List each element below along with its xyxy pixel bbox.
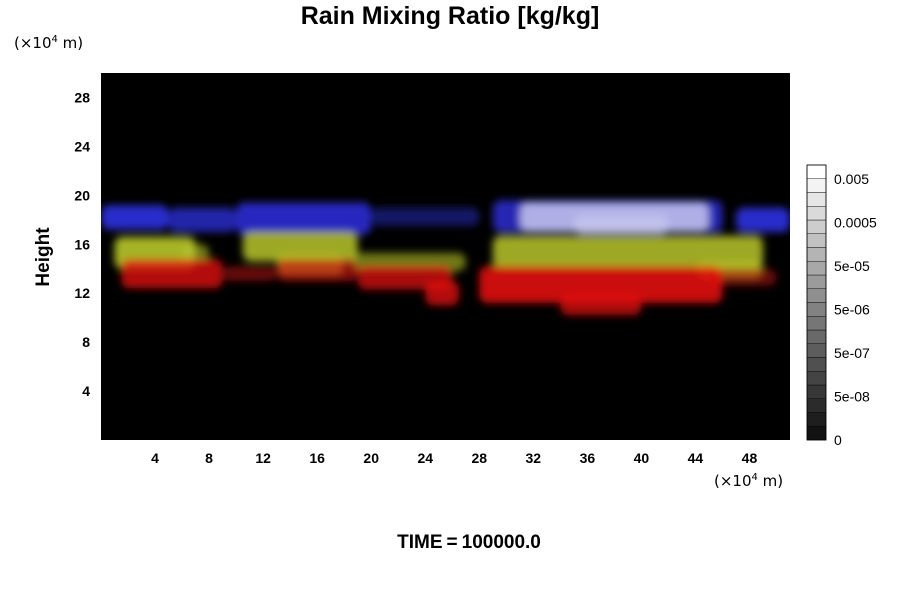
- red-cell: [425, 280, 460, 306]
- colorbar-segment: [806, 233, 827, 248]
- colorbar-segment: [806, 398, 827, 413]
- y-tick-label: 16: [74, 236, 90, 252]
- colorbar-segment: [806, 343, 827, 358]
- y-axis: 4 8 12 16 20 24 28: [74, 89, 90, 399]
- x-tick-label: 4: [151, 450, 159, 466]
- yellow-cell: [182, 244, 210, 263]
- colorbar-segment: [806, 412, 827, 427]
- red-cell: [222, 266, 277, 281]
- yellow-cell: [492, 235, 763, 269]
- colorbar-segment: [806, 261, 827, 276]
- x-tick-label: 36: [580, 450, 596, 466]
- colorbar-segment: [806, 206, 827, 221]
- colorbar-segment: [806, 164, 827, 179]
- colorbar-segment: [806, 357, 827, 372]
- x-tick-label: 16: [309, 450, 325, 466]
- red-cell: [121, 258, 223, 289]
- x-axis: 4 8 12 16 20 24 28 32 36 40 44 48: [151, 450, 757, 466]
- y-tick-label: 20: [74, 187, 90, 203]
- time-label: TIME = 100000.0: [397, 532, 541, 553]
- layer-red: [121, 258, 777, 316]
- colorbar-tick-label: 5e-07: [834, 345, 870, 361]
- layer-white: [519, 202, 709, 235]
- colorbar-segment: [806, 288, 827, 303]
- colorbar-segment: [806, 247, 827, 262]
- x-tick-label: 40: [634, 450, 650, 466]
- blue-cell: [101, 205, 169, 230]
- colorbar-tick-label: 0.005: [834, 171, 869, 187]
- x-tick-label: 44: [688, 450, 704, 466]
- red-cell: [276, 258, 358, 281]
- chart-title: Rain Mixing Ratio [kg/kg]: [300, 2, 600, 30]
- colorbar-segment: [806, 178, 827, 193]
- x-tick-label: 24: [417, 450, 433, 466]
- x-tick-label: 48: [742, 450, 758, 466]
- colorbar-tick-label: 0.0005: [834, 215, 877, 231]
- colorbar-segment: [806, 426, 827, 441]
- colorbar-segment: [806, 316, 827, 331]
- colorbar-segment: [806, 371, 827, 386]
- x-tick-label: 8: [205, 450, 213, 466]
- colorbar: 0.005 0.0005 5e-05 5e-06 5e-07 5e-08 0: [806, 164, 877, 448]
- red-cell: [479, 266, 723, 303]
- heatmap-field: [101, 200, 790, 316]
- x-tick-label: 28: [471, 450, 487, 466]
- colorbar-tick-label: 5e-06: [834, 302, 870, 318]
- x-tick-label: 20: [363, 450, 379, 466]
- red-cell: [560, 293, 642, 316]
- colorbar-tick-label: 5e-05: [834, 258, 870, 274]
- y-tick-label: 12: [74, 285, 90, 301]
- blue-cell: [168, 207, 237, 233]
- white-cell: [573, 214, 669, 235]
- colorbar-tick-label: 5e-08: [834, 389, 870, 405]
- colorbar-frame: [806, 164, 827, 441]
- x-tick-label: 12: [255, 450, 271, 466]
- layer-yellow: [114, 232, 763, 279]
- y-unit-label: (×104 m): [14, 34, 84, 52]
- colorbar-segment: [806, 329, 827, 344]
- blue-cell: [371, 207, 480, 226]
- y-tick-label: 8: [82, 334, 90, 350]
- colorbar-tick-label: 0: [834, 432, 842, 448]
- x-tick-label: 32: [526, 450, 542, 466]
- y-tick-label: 24: [74, 138, 90, 154]
- y-tick-label: 4: [82, 383, 90, 399]
- x-unit-label: (×104 m): [714, 472, 784, 490]
- blue-cell: [735, 207, 790, 233]
- y-tick-label: 28: [74, 89, 90, 105]
- colorbar-segment: [806, 302, 827, 317]
- colorbar-segment: [806, 219, 827, 234]
- colorbar-segment: [806, 274, 827, 289]
- colorbar-segment: [806, 192, 827, 207]
- red-cell: [708, 268, 777, 286]
- blue-cell: [236, 202, 372, 235]
- colorbar-segment: [806, 384, 827, 399]
